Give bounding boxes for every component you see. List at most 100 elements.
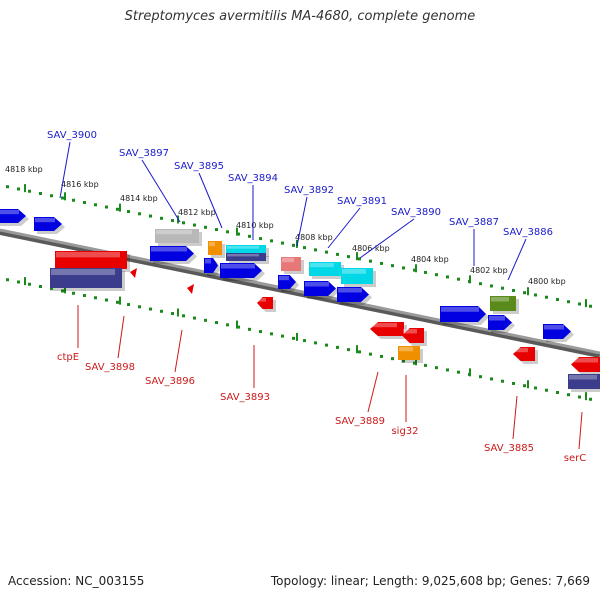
gene-forward [337,287,372,305]
gene-label-text[interactable]: SAV_3897 [119,148,169,159]
gene-label-text[interactable]: SAV_3896 [145,376,195,387]
gene-label[interactable]: SAV_3886 [503,227,553,281]
gene-label[interactable]: SAV_3895 [174,161,224,229]
gene-label[interactable]: SAV_3885 [484,395,534,454]
gene-body [370,322,404,336]
leader-line [512,395,518,440]
gene-label-text[interactable]: SAV_3894 [228,173,278,184]
gene-body [402,328,424,343]
scale-dot [325,250,328,254]
gene-label-text[interactable]: SAV_3892 [284,185,334,196]
gene-label[interactable]: SAV_3890 [359,207,441,259]
gene-highlight [544,325,564,330]
scale-dot [314,248,317,252]
leader-line [198,172,223,229]
gene-reverse [571,357,600,375]
gene-highlight [56,252,120,258]
scale-dot [6,278,9,282]
scale-dot [171,219,174,223]
scale-dot [369,259,372,263]
scale-dot [6,185,9,189]
gene-body [341,268,373,284]
scale-dot [369,352,372,356]
gene-label[interactable]: SAV_3894 [228,173,278,240]
kbp-label: 4808 kbp [295,233,333,242]
scale-dot [204,318,207,322]
gene-highlight [227,254,259,257]
scale-dot [545,295,548,299]
gene-forward [490,296,519,314]
gene-label-text[interactable]: SAV_3885 [484,443,534,454]
scale-dot [28,189,31,193]
gene-reverse [55,251,130,272]
gene-body [309,262,341,276]
gene-label-text[interactable]: SAV_3893 [220,392,270,403]
scale-dot [226,230,229,234]
scale-dot [490,377,493,381]
gene-label[interactable]: sig32 [391,375,419,437]
gene-forward [278,275,299,292]
scale-dot [402,266,405,270]
leader-line [359,218,415,259]
accession-label: Accession: NC_003155 [8,574,145,588]
gene-body [571,357,600,372]
gene-reverse [130,268,137,278]
genome-track-view: 4818 kbp 4816 kbp 4814 kbp 4812 kbp 4810 kbp… [0,130,600,464]
scale-dot [127,303,130,307]
gene-label-text[interactable]: SAV_3890 [391,207,441,218]
scale-dot [281,334,284,338]
gene-reverse [50,268,125,291]
gene-body [155,229,199,243]
gene-label-text[interactable]: SAV_3887 [449,217,499,228]
scale-dot [457,277,460,281]
scale-dot [336,252,339,256]
gene-features [0,209,600,392]
gene-label[interactable]: SAV_3893 [220,345,270,403]
gene-label[interactable]: SAV_3900 [47,130,97,199]
gene-label[interactable]: SAV_3889 [335,371,385,427]
kbp-label: 4816 kbp [61,180,99,189]
gene-label[interactable]: SAV_3887 [449,217,499,266]
leader-line [327,207,361,249]
gene-body [337,287,369,302]
gene-forward [543,324,574,342]
gene-label-text[interactable]: SAV_3891 [337,196,387,207]
scale-dot [160,309,163,313]
scale-dot [17,187,20,191]
gene-body [278,275,296,289]
scale-dot [237,325,240,329]
gene-body [513,347,535,361]
gene-forward [0,209,29,226]
scale-dot [50,287,53,291]
gene-label-text[interactable]: SAV_3900 [47,130,97,141]
gene-label-text[interactable]: ctpE [57,352,79,363]
scale-dot [270,239,273,243]
scale-dot [358,350,361,354]
gene-label-text[interactable]: SAV_3886 [503,227,553,238]
scale-dot [457,370,460,374]
scale-dot [413,361,416,365]
gene-label[interactable]: serC [564,411,586,464]
scale-dot [446,368,449,372]
scale-dot [424,270,427,274]
gene-highlight [342,269,366,274]
gene-label[interactable]: SAV_3898 [85,315,135,373]
gene-label[interactable]: SAV_3897 [119,148,181,223]
gene-label[interactable]: SAV_3892 [284,185,334,247]
gene-label-text[interactable]: serC [564,453,586,464]
scale-dot [402,359,405,363]
scale-dot [578,395,581,399]
gene-forward [304,281,339,299]
gene-label-text[interactable]: SAV_3889 [335,416,385,427]
gene-label-text[interactable]: SAV_3898 [85,362,135,373]
gene-highlight [51,269,115,275]
gene-label[interactable]: ctpE [57,305,79,363]
gene-label[interactable]: SAV_3896 [145,329,195,387]
gene-label-text[interactable]: sig32 [391,426,418,437]
gene-label-text[interactable]: SAV_3895 [174,161,224,172]
gene-highlight [338,288,362,293]
scale-dot [534,293,537,297]
scale-dot [479,375,482,379]
gene-label[interactable]: SAV_3891 [327,196,387,249]
gene-body [490,296,516,311]
